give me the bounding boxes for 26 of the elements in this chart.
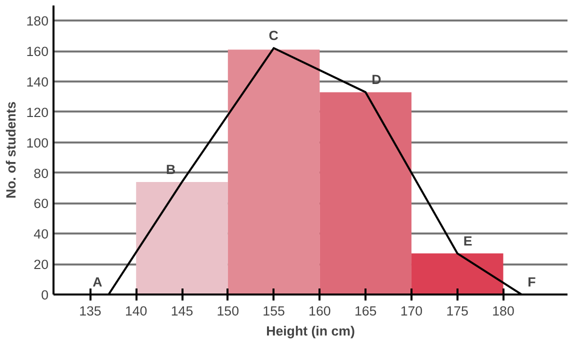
- y-tick-label: 140: [26, 74, 49, 90]
- annotation: C: [268, 28, 279, 44]
- y-tick-label: 120: [26, 104, 49, 120]
- y-tick-label: 20: [34, 257, 49, 272]
- x-tick-label: 165: [354, 304, 377, 318]
- annotation: A: [92, 274, 103, 290]
- y-tick-label: 100: [26, 135, 49, 150]
- x-tick-label: 170: [400, 304, 423, 318]
- x-tick-label: 155: [262, 304, 285, 318]
- y-tick-label: 180: [26, 14, 49, 29]
- y-tick-label: 80: [34, 166, 49, 181]
- x-tick-label: 150: [216, 304, 240, 318]
- x-tick-label: 145: [170, 304, 194, 318]
- y-tick-label: 160: [26, 44, 49, 60]
- x-axis-title: Height (in cm): [266, 324, 355, 338]
- x-tick-label: 180: [492, 304, 514, 318]
- x-tick-label: 135: [79, 304, 102, 318]
- x-tick-label: 160: [308, 304, 331, 318]
- y-tick-label: 0: [41, 288, 49, 302]
- annotation: E: [463, 233, 472, 248]
- y-axis-title: No. of students: [3, 101, 18, 198]
- y-tick-label: 40: [34, 226, 49, 242]
- y-tick-label: 60: [34, 196, 49, 212]
- x-tick-label: 140: [124, 304, 148, 318]
- x-tick-label: 175: [446, 304, 468, 318]
- annotation: F: [528, 274, 536, 290]
